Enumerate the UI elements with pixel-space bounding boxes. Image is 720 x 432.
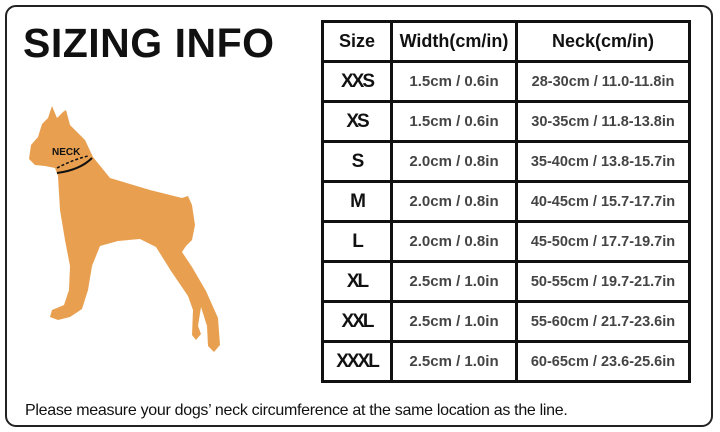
cell-size: XXL [321,300,393,343]
cell-width: 1.5cm / 0.6in [390,100,518,143]
size-table: Size Width(cm/in) Neck(cm/in) XXS 1.5cm /… [321,20,691,383]
cell-width: 1.5cm / 0.6in [390,60,518,103]
cell-width: 2.5cm / 1.0in [390,300,518,343]
table-row: XL 2.5cm / 1.0in 50-55cm / 19.7-21.7in [321,260,691,303]
neck-label: NECK [52,147,81,158]
chart-border [5,5,713,427]
cell-neck: 60-65cm / 23.6-25.6in [515,340,691,383]
neck-dashed-line [56,155,89,169]
table-row: XXS 1.5cm / 0.6in 28-30cm / 11.0-11.8in [321,60,691,103]
cell-neck: 45-50cm / 17.7-19.7in [515,220,691,263]
cell-neck: 50-55cm / 19.7-21.7in [515,260,691,303]
table-header-row: Size Width(cm/in) Neck(cm/in) [321,20,691,63]
cell-neck: 35-40cm / 13.8-15.7in [515,140,691,183]
cell-size: M [321,180,393,223]
header-size: Size [321,20,393,63]
cell-size: XXXL [321,340,393,383]
neck-line [56,157,93,174]
header-width: Width(cm/in) [390,20,518,63]
cell-width: 2.0cm / 0.8in [390,140,518,183]
cell-width: 2.0cm / 0.8in [390,180,518,223]
cell-neck: 55-60cm / 21.7-23.6in [515,300,691,343]
cell-neck: 30-35cm / 11.8-13.8in [515,100,691,143]
dog-silhouette-illustration: NECK [29,106,220,352]
table-row: M 2.0cm / 0.8in 40-45cm / 15.7-17.7in [321,180,691,223]
table-row: XXXL 2.5cm / 1.0in 60-65cm / 23.6-25.6in [321,340,691,383]
cell-size: L [321,220,393,263]
page-title: SIZING INFO [23,20,275,66]
cell-neck: 28-30cm / 11.0-11.8in [515,60,691,103]
dog-body [29,106,220,352]
cell-width: 2.5cm / 1.0in [390,260,518,303]
cell-neck: 40-45cm / 15.7-17.7in [515,180,691,223]
table-row: S 2.0cm / 0.8in 35-40cm / 13.8-15.7in [321,140,691,183]
cell-width: 2.0cm / 0.8in [390,220,518,263]
cell-size: XL [321,260,393,303]
cell-size: XS [321,100,393,143]
table-row: L 2.0cm / 0.8in 45-50cm / 17.7-19.7in [321,220,691,263]
table-row: XS 1.5cm / 0.6in 30-35cm / 11.8-13.8in [321,100,691,143]
cell-size: XXS [321,60,393,103]
measurement-note: Please measure your dogs’ neck circumfer… [25,402,568,419]
table-row: XXL 2.5cm / 1.0in 55-60cm / 21.7-23.6in [321,300,691,343]
cell-width: 2.5cm / 1.0in [390,340,518,383]
cell-size: S [321,140,393,183]
header-neck: Neck(cm/in) [515,20,691,63]
